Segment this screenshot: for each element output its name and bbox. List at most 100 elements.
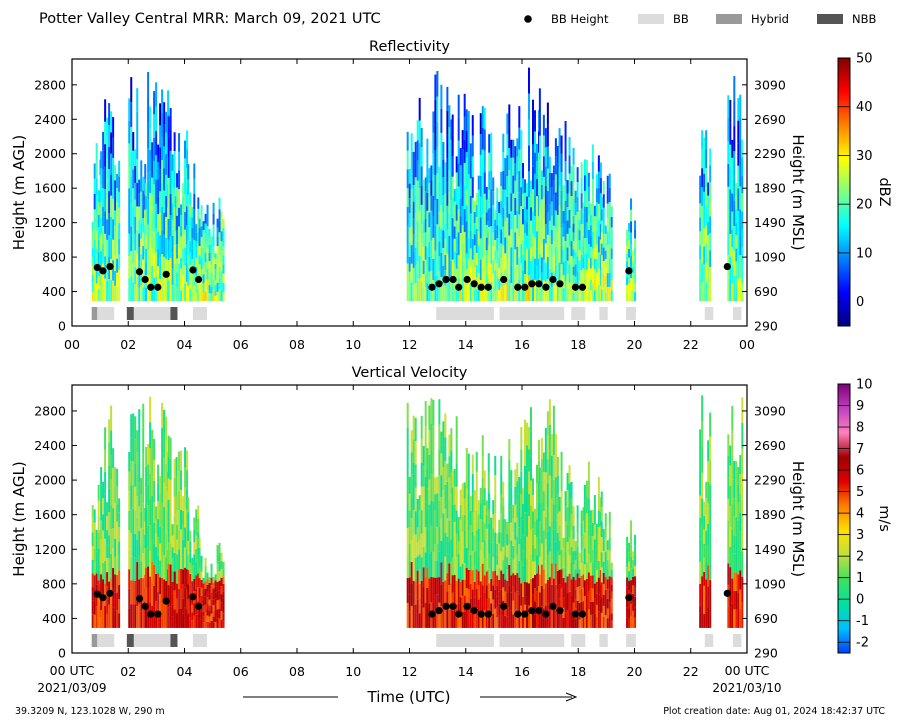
echo-cell bbox=[428, 256, 431, 272]
echo-cell bbox=[554, 138, 557, 157]
echo-cell bbox=[564, 612, 567, 628]
echo-cell bbox=[479, 534, 482, 551]
echo-cell bbox=[591, 179, 594, 197]
echo-cell bbox=[558, 128, 561, 148]
echo-cell bbox=[459, 250, 462, 268]
echo-cell bbox=[200, 563, 203, 572]
echo-cell bbox=[530, 578, 532, 604]
echo-cell bbox=[130, 276, 133, 302]
echo-cell bbox=[463, 563, 466, 580]
echo-cell bbox=[481, 127, 484, 150]
echo-cell bbox=[453, 288, 456, 302]
echo-cell bbox=[424, 401, 427, 427]
echo-cell bbox=[504, 189, 507, 206]
echo-cell bbox=[542, 238, 545, 260]
echo-cell bbox=[138, 555, 141, 580]
echo-cell bbox=[206, 258, 209, 269]
bb-type-bar bbox=[626, 634, 636, 647]
echo-cell bbox=[128, 510, 131, 531]
echo-cell bbox=[406, 527, 409, 553]
echo-field bbox=[91, 395, 744, 628]
echo-cell bbox=[593, 279, 596, 291]
bb-height-point bbox=[477, 610, 485, 618]
echo-cell bbox=[737, 233, 740, 256]
echo-cell bbox=[108, 419, 111, 443]
echo-cell bbox=[195, 548, 198, 563]
echo-cell bbox=[412, 580, 415, 605]
echo-cell bbox=[528, 197, 530, 224]
echo-cell bbox=[428, 479, 431, 505]
echo-cell bbox=[134, 182, 137, 200]
echo-cell bbox=[542, 176, 545, 198]
echo-cell bbox=[562, 567, 565, 578]
echo-cell bbox=[446, 591, 449, 610]
echo-cell bbox=[520, 263, 523, 283]
echo-cell bbox=[208, 293, 211, 302]
echo-cell bbox=[140, 269, 143, 286]
echo-cell bbox=[112, 117, 115, 138]
echo-cell bbox=[608, 230, 611, 245]
echo-cell bbox=[442, 265, 445, 284]
echo-cell bbox=[570, 241, 573, 257]
echo-cell bbox=[116, 468, 119, 487]
echo-cell bbox=[512, 211, 515, 230]
echo-cell bbox=[414, 283, 417, 302]
echo-cell bbox=[180, 450, 183, 471]
echo-cell bbox=[176, 173, 179, 188]
echo-cell bbox=[216, 609, 219, 619]
echo-cell bbox=[408, 198, 411, 213]
echo-cell bbox=[634, 274, 637, 284]
echo-cell bbox=[438, 211, 441, 227]
echo-cell bbox=[193, 270, 196, 286]
echo-cell bbox=[733, 76, 736, 102]
echo-cell bbox=[701, 206, 704, 226]
echo-cell bbox=[709, 165, 712, 183]
echo-cell bbox=[532, 611, 534, 628]
echo-cell bbox=[149, 525, 152, 551]
echo-cell bbox=[424, 287, 427, 302]
echo-cell bbox=[204, 573, 207, 582]
echo-cell bbox=[558, 511, 561, 527]
echo-cell bbox=[426, 488, 429, 509]
echo-cell bbox=[159, 594, 162, 612]
echo-cell bbox=[729, 99, 732, 123]
echo-cell bbox=[169, 522, 172, 544]
echo-cell bbox=[182, 235, 185, 249]
echo-cell bbox=[604, 589, 607, 603]
echo-cell bbox=[182, 248, 185, 262]
echo-cell bbox=[161, 527, 164, 553]
echo-cell bbox=[114, 255, 117, 271]
x-tick-label: 00 bbox=[739, 337, 755, 352]
echo-cell bbox=[412, 557, 415, 581]
echo-cell bbox=[587, 286, 590, 302]
echo-cell bbox=[428, 553, 431, 579]
y-axis-label: Height (m AGL) bbox=[10, 135, 28, 250]
bb-height-point bbox=[455, 610, 463, 618]
echo-cell bbox=[195, 249, 198, 259]
echo-cell bbox=[173, 188, 176, 208]
echo-cell bbox=[136, 562, 139, 584]
y-right-axis-label: Height (m MSL) bbox=[789, 134, 807, 250]
echo-cell bbox=[532, 528, 534, 545]
echo-cell bbox=[149, 396, 152, 423]
echo-cell bbox=[583, 500, 586, 517]
echo-cell bbox=[432, 132, 435, 154]
echo-cell bbox=[593, 568, 596, 584]
echo-cell bbox=[465, 205, 468, 222]
echo-cell bbox=[414, 265, 417, 284]
echo-cell bbox=[149, 499, 152, 526]
echo-cell bbox=[145, 547, 148, 568]
echo-cell bbox=[727, 140, 730, 164]
echo-cell bbox=[469, 598, 472, 614]
echo-cell bbox=[140, 238, 143, 255]
echo-cell bbox=[498, 615, 501, 628]
echo-cell bbox=[410, 151, 413, 171]
echo-cell bbox=[153, 606, 156, 628]
bb-height-point bbox=[514, 610, 522, 618]
echo-cell bbox=[93, 614, 96, 628]
echo-cell bbox=[516, 192, 519, 211]
echo-cell bbox=[610, 577, 613, 585]
echo-cell bbox=[200, 619, 203, 628]
echo-cell bbox=[149, 473, 152, 500]
echo-cell bbox=[206, 236, 209, 248]
